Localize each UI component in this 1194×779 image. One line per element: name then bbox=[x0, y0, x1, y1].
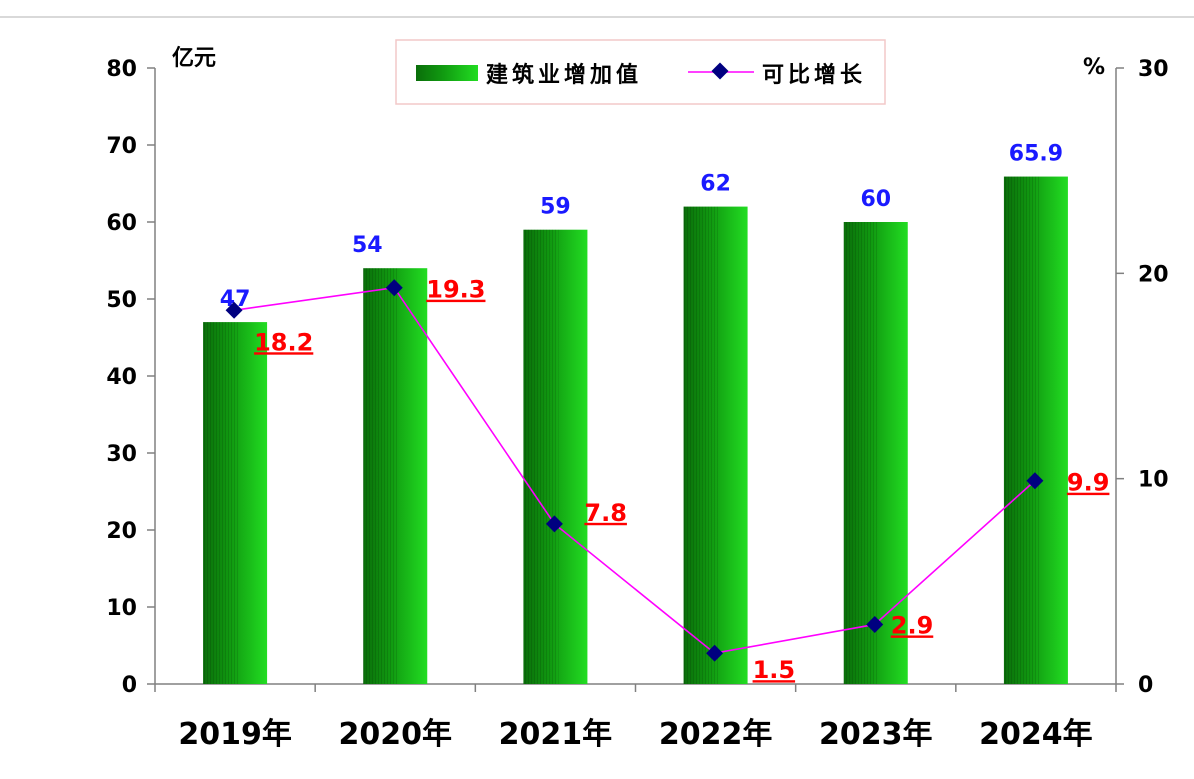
left-tick-label: 60 bbox=[106, 211, 137, 236]
category-label: 2019年 bbox=[178, 717, 292, 752]
legend: 建筑业增加值 可比增长 bbox=[395, 39, 886, 105]
legend-bar-label: 建筑业增加值 bbox=[486, 62, 642, 88]
left-tick-label: 30 bbox=[106, 442, 137, 467]
left-tick-label: 50 bbox=[106, 288, 137, 313]
top-divider bbox=[0, 16, 1194, 18]
bar-value-label: 65.9 bbox=[1009, 142, 1063, 167]
growth-line-path bbox=[233, 286, 1036, 655]
right-tick-label: 0 bbox=[1138, 673, 1153, 698]
left-tick-label: 40 bbox=[106, 365, 137, 390]
bar-texture bbox=[843, 222, 879, 684]
category-label: 2021年 bbox=[499, 717, 613, 752]
left-tick-label: 70 bbox=[106, 134, 137, 159]
left-axis-unit: 亿元 bbox=[172, 46, 216, 71]
category-label: 2024年 bbox=[979, 717, 1093, 752]
category-labels: 2019年 2020年 2021年 2022年 2023年 2024年 bbox=[178, 717, 1092, 752]
left-tick-label: 10 bbox=[106, 596, 137, 621]
bar-value-label: 62 bbox=[700, 172, 731, 197]
bar-value-label: 60 bbox=[860, 187, 891, 212]
bar-texture bbox=[203, 322, 239, 684]
right-tick-label: 30 bbox=[1138, 57, 1169, 82]
right-tick-label: 20 bbox=[1138, 262, 1169, 287]
bar-texture bbox=[363, 268, 399, 684]
left-tick-label: 20 bbox=[106, 519, 137, 544]
right-axis-unit: % bbox=[1083, 55, 1105, 80]
growth-value-label: 9.9 bbox=[1067, 469, 1110, 497]
category-label: 2023年 bbox=[819, 717, 933, 752]
growth-value-label: 18.2 bbox=[254, 328, 313, 356]
right-tick-label: 10 bbox=[1138, 468, 1169, 493]
bars bbox=[203, 176, 1068, 684]
left-tick-label: 80 bbox=[106, 57, 137, 82]
bar-texture bbox=[683, 206, 719, 684]
growth-value-label: 2.9 bbox=[891, 611, 934, 639]
growth-marker bbox=[866, 615, 884, 633]
category-label: 2020年 bbox=[339, 717, 453, 752]
bar-value-label: 54 bbox=[352, 233, 383, 258]
bar-texture bbox=[1003, 176, 1040, 684]
left-tick-label: 0 bbox=[122, 673, 137, 698]
growth-marker bbox=[706, 644, 724, 662]
bar-value-label: 59 bbox=[540, 195, 571, 220]
axes: 0 10 20 30 40 50 60 70 80 0 10 20 30 bbox=[106, 57, 1168, 698]
growth-value-label: 1.5 bbox=[753, 656, 796, 684]
legend-line-marker bbox=[711, 62, 729, 80]
growth-marker bbox=[385, 279, 403, 297]
growth-value-label: 19.3 bbox=[426, 276, 485, 304]
growth-labels: 18.2 19.3 7.8 1.5 2.9 9.9 bbox=[254, 276, 1109, 684]
legend-line-label: 可比增长 bbox=[762, 62, 866, 88]
growth-value-label: 7.8 bbox=[584, 499, 627, 527]
growth-marker bbox=[545, 515, 563, 533]
growth-marker bbox=[225, 301, 243, 319]
growth-line bbox=[225, 279, 1044, 662]
legend-bar-swatch bbox=[416, 65, 478, 81]
bar-texture bbox=[523, 229, 559, 684]
category-label: 2022年 bbox=[659, 717, 773, 752]
